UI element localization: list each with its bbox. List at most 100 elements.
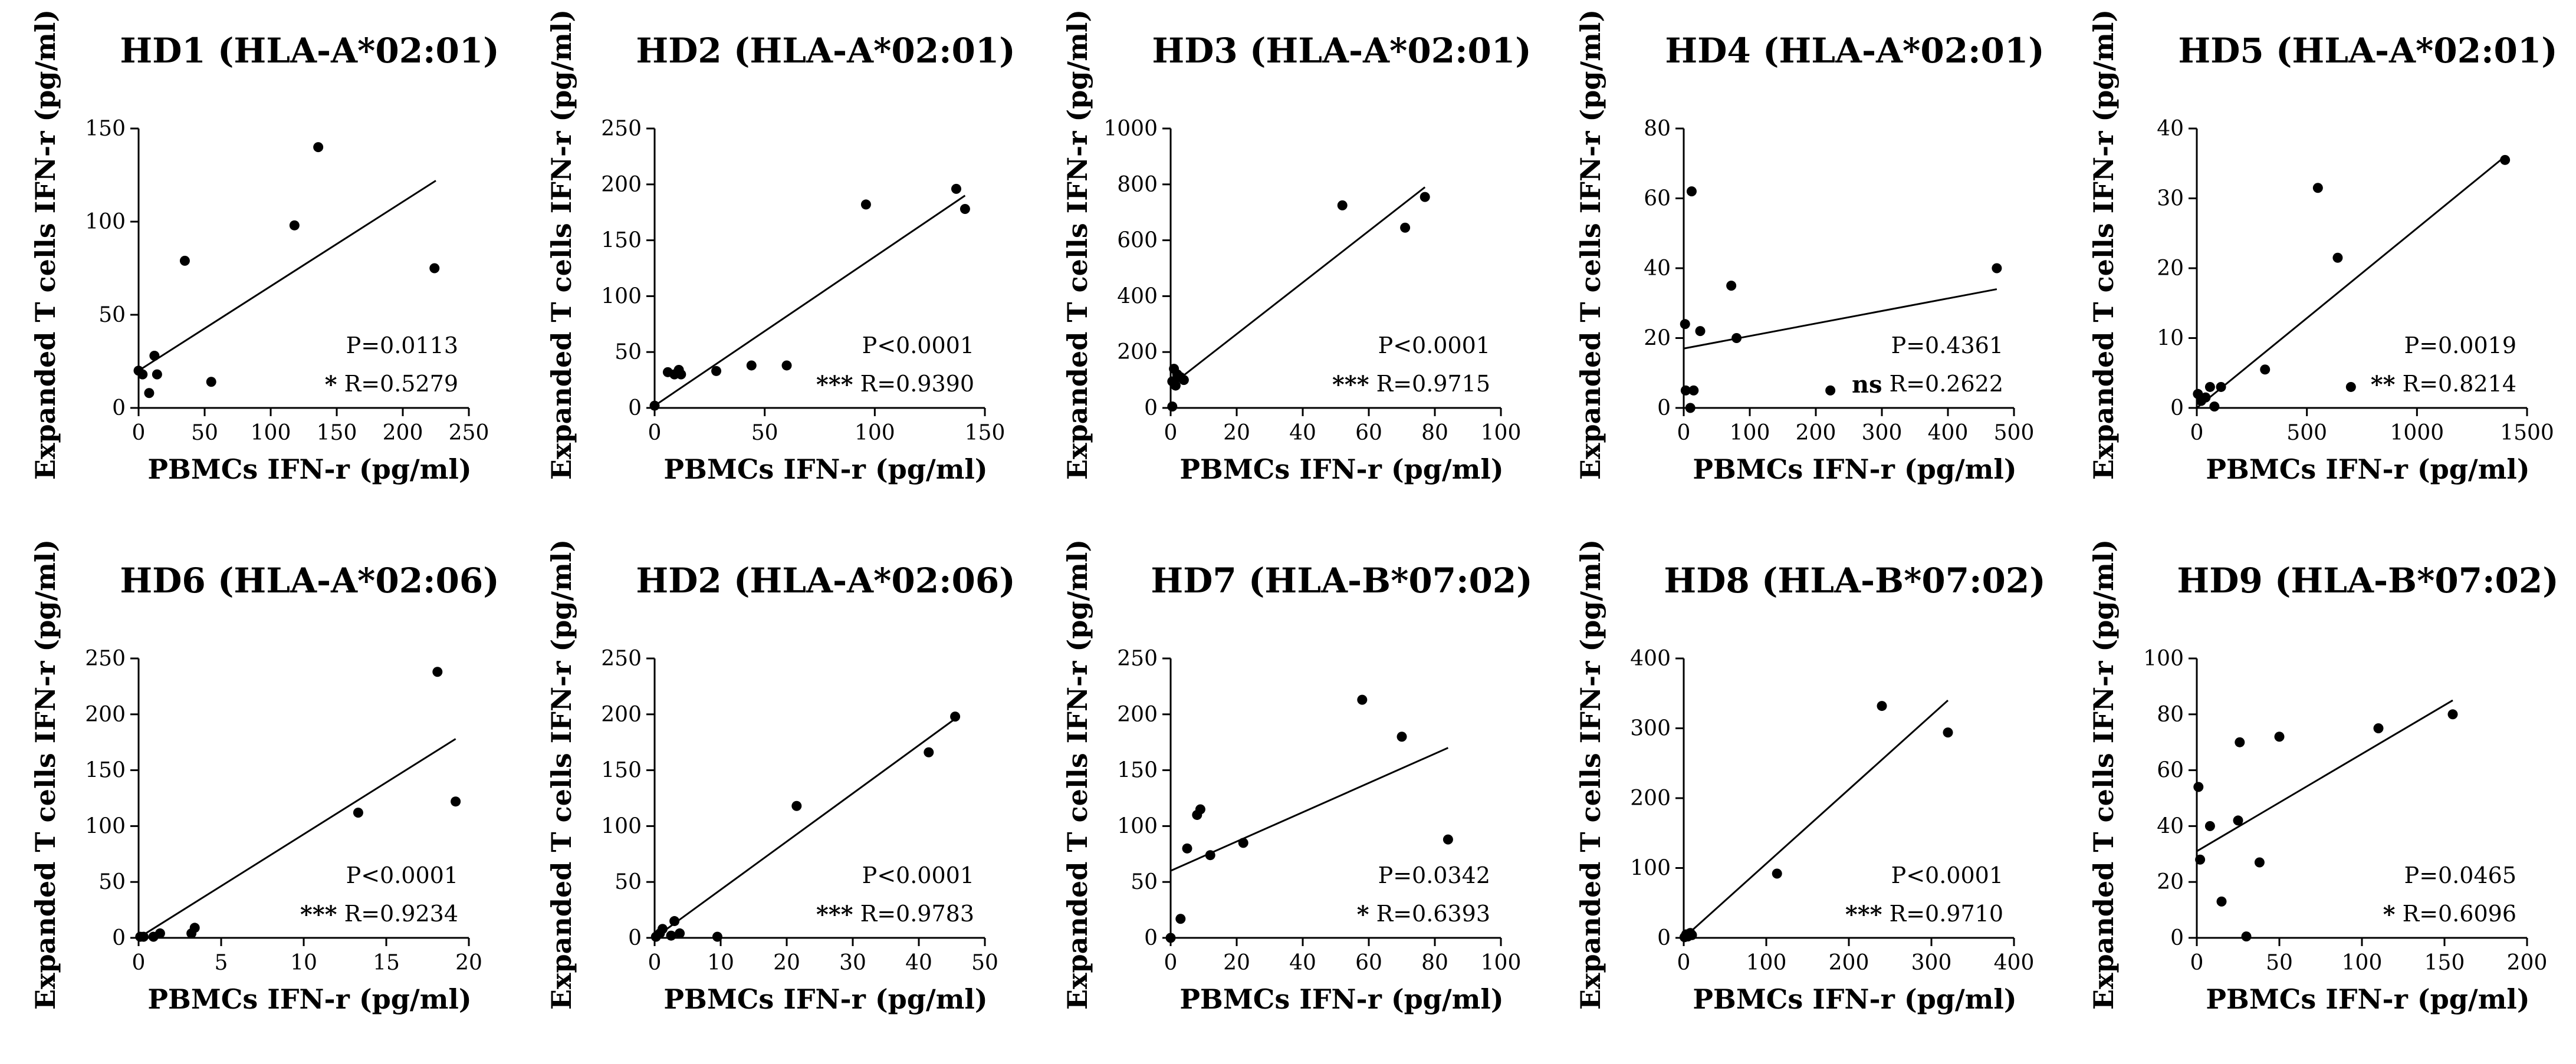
x-tick-label: 100 — [2342, 951, 2383, 975]
y-tick-label: 100 — [85, 814, 126, 838]
x-axis-label: PBMCs IFN-r (pg/ml) — [1693, 983, 2016, 1015]
significance-marker: * — [2383, 901, 2396, 928]
data-point — [2373, 723, 2384, 733]
r-value-label: R=0.9783 — [860, 901, 974, 927]
p-value-label: P=0.4361 — [1891, 332, 2003, 358]
y-tick-label: 0 — [2170, 396, 2184, 420]
data-point — [1726, 281, 1737, 291]
x-tick-label: 150 — [317, 421, 357, 445]
x-axis-label: PBMCs IFN-r (pg/ml) — [147, 983, 471, 1015]
data-point — [860, 199, 871, 210]
x-tick-label: 40 — [1289, 421, 1316, 445]
y-tick-label: 100 — [1630, 857, 1671, 881]
chart-title: HD3 (HLA-A*02:01) — [1152, 31, 1531, 71]
y-tick-label: 150 — [1117, 759, 1158, 783]
data-point — [1695, 326, 1706, 337]
x-tick-label: 100 — [1746, 951, 1787, 975]
x-tick-label: 0 — [132, 421, 146, 445]
x-axis-label: PBMCs IFN-r (pg/ml) — [1179, 453, 1503, 485]
data-point — [1165, 933, 1176, 943]
p-value-label: P<0.0001 — [346, 862, 458, 888]
data-point — [1877, 701, 1887, 711]
x-tick-label: 50 — [751, 421, 778, 445]
x-tick-label: 50 — [2266, 951, 2293, 975]
data-point — [149, 351, 160, 361]
y-axis-label: Expanded T cells IFN-r (pg/ml) — [1575, 539, 1606, 1010]
data-point — [2260, 364, 2271, 375]
data-point — [781, 360, 792, 371]
y-axis-label: Expanded T cells IFN-r (pg/ml) — [2088, 9, 2120, 480]
x-tick-label: 20 — [1223, 421, 1250, 445]
data-point — [1357, 694, 1368, 705]
data-point — [451, 796, 461, 807]
y-tick-label: 300 — [1630, 717, 1671, 741]
data-point — [1400, 222, 1411, 233]
data-point — [669, 916, 680, 927]
r-value-label: R=0.5279 — [344, 371, 458, 397]
y-axis-label: Expanded T cells IFN-r (pg/ml) — [1062, 539, 1093, 1010]
chart-title: HD8 (HLA-B*07:02) — [1664, 561, 2045, 601]
x-tick-label: 0 — [648, 421, 662, 445]
data-point — [137, 369, 148, 380]
data-point — [711, 365, 722, 376]
y-tick-label: 40 — [2157, 117, 2184, 141]
x-tick-label: 200 — [383, 421, 423, 445]
y-tick-label: 150 — [601, 229, 642, 253]
data-point — [289, 220, 300, 230]
data-point — [657, 924, 668, 934]
y-tick-label: 800 — [1117, 173, 1158, 197]
significance-marker: * — [325, 371, 337, 398]
data-point — [2233, 815, 2243, 826]
data-point — [2235, 737, 2245, 747]
chart-title: HD9 (HLA-B*07:02) — [2177, 561, 2558, 601]
data-point — [144, 388, 155, 398]
regression-line — [1683, 699, 1949, 939]
regression-line — [1170, 747, 1449, 872]
r-value-label: R=0.6393 — [1376, 901, 1490, 927]
r-value-label: R=0.9715 — [1376, 371, 1490, 397]
x-tick-label: 150 — [965, 421, 1006, 445]
x-axis-label: PBMCs IFN-r (pg/ml) — [147, 453, 471, 485]
x-tick-label: 80 — [1421, 421, 1448, 445]
y-tick-label: 60 — [2157, 759, 2184, 783]
data-point — [2200, 392, 2211, 403]
r-value-label: R=0.9234 — [344, 901, 458, 927]
data-point — [924, 747, 934, 757]
data-point — [1731, 333, 1742, 343]
x-tick-label: 200 — [1796, 421, 1836, 445]
p-value-label: P=0.0019 — [2404, 332, 2516, 358]
x-tick-label: 20 — [1223, 951, 1250, 975]
y-tick-label: 400 — [1630, 647, 1671, 671]
x-tick-label: 20 — [455, 951, 482, 975]
data-point — [2209, 401, 2220, 412]
chart-title: HD2 (HLA-A*02:06) — [636, 561, 1015, 601]
regression-line — [2196, 156, 2506, 409]
data-point — [2332, 252, 2343, 263]
chart-panel-5: HD5 (HLA-A*02:01) 0 10 20 30 40 0 500 1000 1500 PB… — [2088, 9, 2558, 485]
chart-title: HD6 (HLA-A*02:06) — [120, 561, 499, 601]
y-axis-label: Expanded T cells IFN-r (pg/ml) — [546, 539, 577, 1010]
x-tick-label: 200 — [2507, 951, 2548, 975]
y-tick-label: 100 — [2143, 647, 2184, 671]
x-tick-label: 100 — [855, 421, 895, 445]
regression-line — [654, 195, 966, 407]
x-tick-label: 60 — [1355, 421, 1382, 445]
significance-marker: *** — [816, 371, 853, 398]
y-tick-label: 400 — [1117, 284, 1158, 308]
y-tick-label: 0 — [1657, 926, 1671, 950]
data-point — [1167, 401, 1178, 412]
x-tick-label: 300 — [1911, 951, 1952, 975]
r-value-label: R=0.9390 — [860, 371, 974, 397]
y-tick-label: 20 — [2157, 870, 2184, 894]
chart-title: HD5 (HLA-A*02:01) — [2178, 31, 2557, 71]
data-point — [1182, 843, 1192, 854]
significance-marker: *** — [1845, 901, 1882, 928]
y-tick-label: 150 — [601, 759, 642, 783]
data-point — [2216, 381, 2226, 392]
data-point — [1443, 834, 1453, 845]
y-tick-label: 50 — [615, 340, 642, 364]
data-point — [2204, 821, 2215, 831]
y-tick-label: 1000 — [1103, 117, 1158, 141]
y-tick-label: 0 — [1144, 396, 1158, 420]
x-tick-label: 100 — [1481, 951, 1522, 975]
